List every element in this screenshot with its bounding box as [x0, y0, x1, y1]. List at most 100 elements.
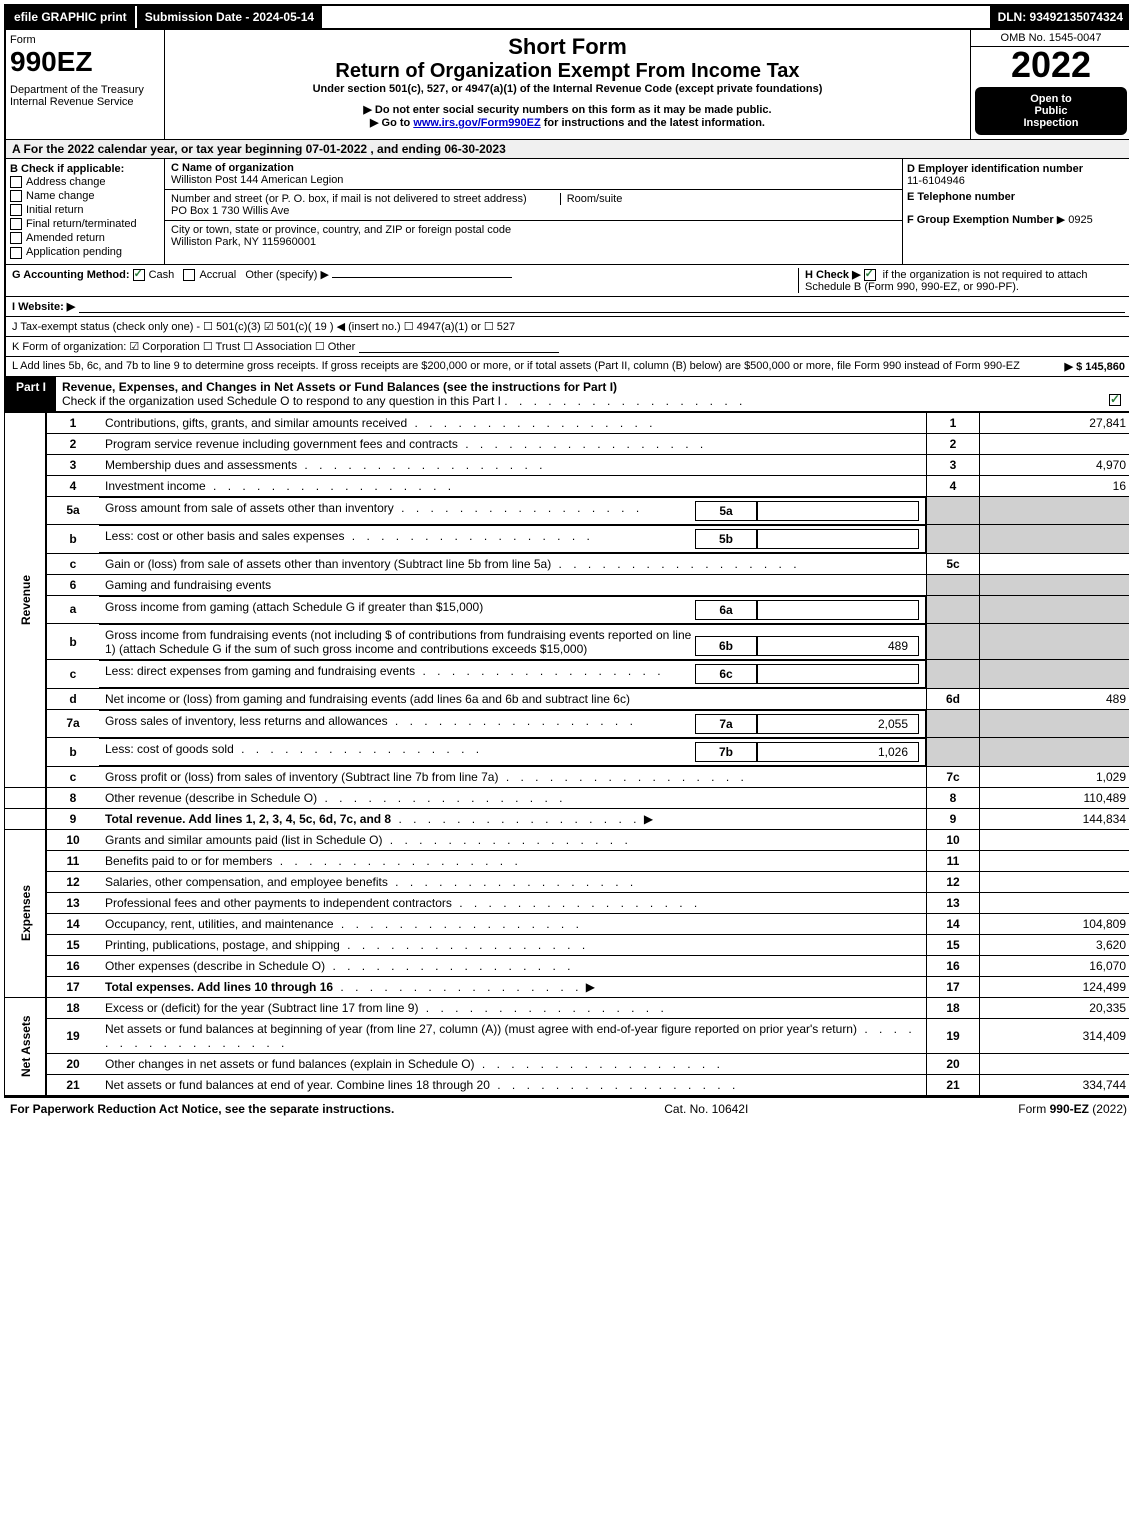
sidelabel-netassets: Net Assets: [5, 997, 47, 1095]
header-center: Short Form Return of Organization Exempt…: [165, 30, 970, 139]
i-label: I Website: ▶: [12, 300, 75, 313]
check-cash[interactable]: [133, 269, 145, 281]
goto-pre: ▶ Go to: [370, 117, 413, 129]
line-j: J Tax-exempt status (check only one) - ☐…: [4, 317, 1129, 337]
row-9: 9Total revenue. Add lines 1, 2, 3, 4, 5c…: [5, 808, 1129, 829]
line-a-tax-year: A For the 2022 calendar year, or tax yea…: [4, 140, 1129, 159]
street-value: PO Box 1 730 Willis Ave: [171, 205, 289, 217]
b-label: B Check if applicable:: [10, 163, 160, 175]
row-4: 4Investment income 416: [5, 475, 1129, 496]
check-h[interactable]: [864, 269, 876, 281]
row-18: Net Assets 18Excess or (deficit) for the…: [5, 997, 1129, 1018]
website-input[interactable]: [79, 300, 1125, 313]
sidelabel-expenses: Expenses: [5, 829, 47, 997]
part1-check-note: Check if the organization used Schedule …: [62, 394, 501, 408]
check-application-pending[interactable]: Application pending: [10, 245, 160, 259]
row-11: 11Benefits paid to or for members 11: [5, 850, 1129, 871]
irs-link[interactable]: www.irs.gov/Form990EZ: [413, 117, 540, 129]
h-label: H Check ▶: [805, 269, 861, 281]
part1-desc: Revenue, Expenses, and Changes in Net As…: [56, 377, 1129, 411]
check-amended-return[interactable]: Amended return: [10, 231, 160, 245]
row-6a: a Gross income from gaming (attach Sched…: [5, 595, 1129, 624]
goto-post: for instructions and the latest informat…: [541, 117, 765, 129]
street-label: Number and street (or P. O. box, if mail…: [171, 193, 527, 205]
ein-value: 11-6104946: [907, 175, 1127, 187]
line-g-h: G Accounting Method: Cash Accrual Other …: [4, 265, 1129, 297]
row-2: 2Program service revenue including gover…: [5, 433, 1129, 454]
footer-center: Cat. No. 10642I: [664, 1102, 748, 1116]
submission-date-label: Submission Date - 2024-05-14: [135, 6, 322, 28]
check-name-change[interactable]: Name change: [10, 189, 160, 203]
row-15: 15Printing, publications, postage, and s…: [5, 934, 1129, 955]
k-text: K Form of organization: ☑ Corporation ☐ …: [12, 340, 355, 353]
part1-title: Revenue, Expenses, and Changes in Net As…: [62, 380, 617, 394]
row-21: 21Net assets or fund balances at end of …: [5, 1074, 1129, 1095]
section-c: C Name of organization Williston Post 14…: [165, 159, 902, 264]
row-1: Revenue 1Contributions, gifts, grants, a…: [5, 412, 1129, 433]
subtitle: Under section 501(c), 527, or 4947(a)(1)…: [169, 83, 966, 95]
org-name: Williston Post 144 American Legion: [171, 174, 343, 186]
top-bar: efile GRAPHIC print Submission Date - 20…: [4, 4, 1129, 30]
j-text: J Tax-exempt status (check only one) - ☐…: [12, 320, 515, 333]
row-13: 13Professional fees and other payments t…: [5, 892, 1129, 913]
row-8: 8Other revenue (describe in Schedule O) …: [5, 787, 1129, 808]
check-address-change[interactable]: Address change: [10, 175, 160, 189]
d-ein-label: D Employer identification number: [907, 163, 1127, 175]
k-other-input[interactable]: [359, 340, 559, 353]
row-7a: 7a Gross sales of inventory, less return…: [5, 709, 1129, 738]
inspection: Inspection: [981, 117, 1121, 129]
open-to: Open to: [981, 93, 1121, 105]
row-5c: cGain or (loss) from sale of assets othe…: [5, 553, 1129, 574]
title-short-form: Short Form: [169, 34, 966, 60]
row-6: 6Gaming and fundraising events: [5, 574, 1129, 595]
row-17: 17Total expenses. Add lines 10 through 1…: [5, 976, 1129, 997]
public: Public: [981, 105, 1121, 117]
topbar-spacer: [322, 6, 989, 28]
main-table: Revenue 1Contributions, gifts, grants, a…: [4, 412, 1129, 1096]
row-7b: b Less: cost of goods sold7b1,026: [5, 738, 1129, 767]
form-label: Form: [10, 34, 160, 46]
g-label: G Accounting Method:: [12, 269, 130, 281]
line-l: L Add lines 5b, 6c, and 7b to line 9 to …: [4, 357, 1129, 377]
row-7c: cGross profit or (loss) from sales of in…: [5, 766, 1129, 787]
row-16: 16Other expenses (describe in Schedule O…: [5, 955, 1129, 976]
f-group-label: F Group Exemption Number: [907, 214, 1054, 226]
row-6c: c Less: direct expenses from gaming and …: [5, 660, 1129, 689]
g-other-input[interactable]: [332, 277, 512, 278]
row-5a: 5a Gross amount from sale of assets othe…: [5, 496, 1129, 525]
org-name-row: C Name of organization Williston Post 14…: [165, 159, 902, 190]
part1-label: Part I: [6, 377, 56, 411]
header-right: OMB No. 1545-0047 2022 Open to Public In…: [970, 30, 1129, 139]
efile-print-label[interactable]: efile GRAPHIC print: [6, 6, 135, 28]
goto-note: ▶ Go to www.irs.gov/Form990EZ for instru…: [169, 116, 966, 129]
line-h: H Check ▶ if the organization is not req…: [798, 268, 1125, 293]
l-text: L Add lines 5b, 6c, and 7b to line 9 to …: [12, 360, 1057, 373]
f-group-row: F Group Exemption Number ▶ 0925: [907, 213, 1127, 226]
row-6d: dNet income or (loss) from gaming and fu…: [5, 688, 1129, 709]
footer-left: For Paperwork Reduction Act Notice, see …: [10, 1102, 394, 1116]
sidelabel-revenue: Revenue: [5, 412, 47, 787]
row-14: 14Occupancy, rent, utilities, and mainte…: [5, 913, 1129, 934]
form-header: Form 990EZ Department of the Treasury In…: [4, 30, 1129, 140]
row-10: Expenses 10Grants and similar amounts pa…: [5, 829, 1129, 850]
row-5b: b Less: cost or other basis and sales ex…: [5, 525, 1129, 554]
section-b: B Check if applicable: Address change Na…: [6, 159, 165, 264]
check-initial-return[interactable]: Initial return: [10, 203, 160, 217]
header-left: Form 990EZ Department of the Treasury In…: [6, 30, 165, 139]
row-20: 20Other changes in net assets or fund ba…: [5, 1053, 1129, 1074]
page-footer: For Paperwork Reduction Act Notice, see …: [4, 1096, 1129, 1120]
line-k: K Form of organization: ☑ Corporation ☐ …: [4, 337, 1129, 357]
row-19: 19Net assets or fund balances at beginni…: [5, 1018, 1129, 1053]
part1-check[interactable]: [1109, 394, 1121, 406]
form-number: 990EZ: [10, 46, 160, 78]
footer-right: Form 990-EZ (2022): [1018, 1102, 1127, 1116]
identity-block: B Check if applicable: Address change Na…: [4, 159, 1129, 265]
row-3: 3Membership dues and assessments 34,970: [5, 454, 1129, 475]
ssn-note: ▶ Do not enter social security numbers o…: [169, 103, 966, 116]
e-tel-label: E Telephone number: [907, 191, 1127, 203]
city-value: Williston Park, NY 115960001: [171, 236, 316, 248]
check-final-return[interactable]: Final return/terminated: [10, 217, 160, 231]
tax-year: 2022: [971, 47, 1129, 83]
city-label: City or town, state or province, country…: [171, 224, 511, 236]
check-accrual[interactable]: [183, 269, 195, 281]
